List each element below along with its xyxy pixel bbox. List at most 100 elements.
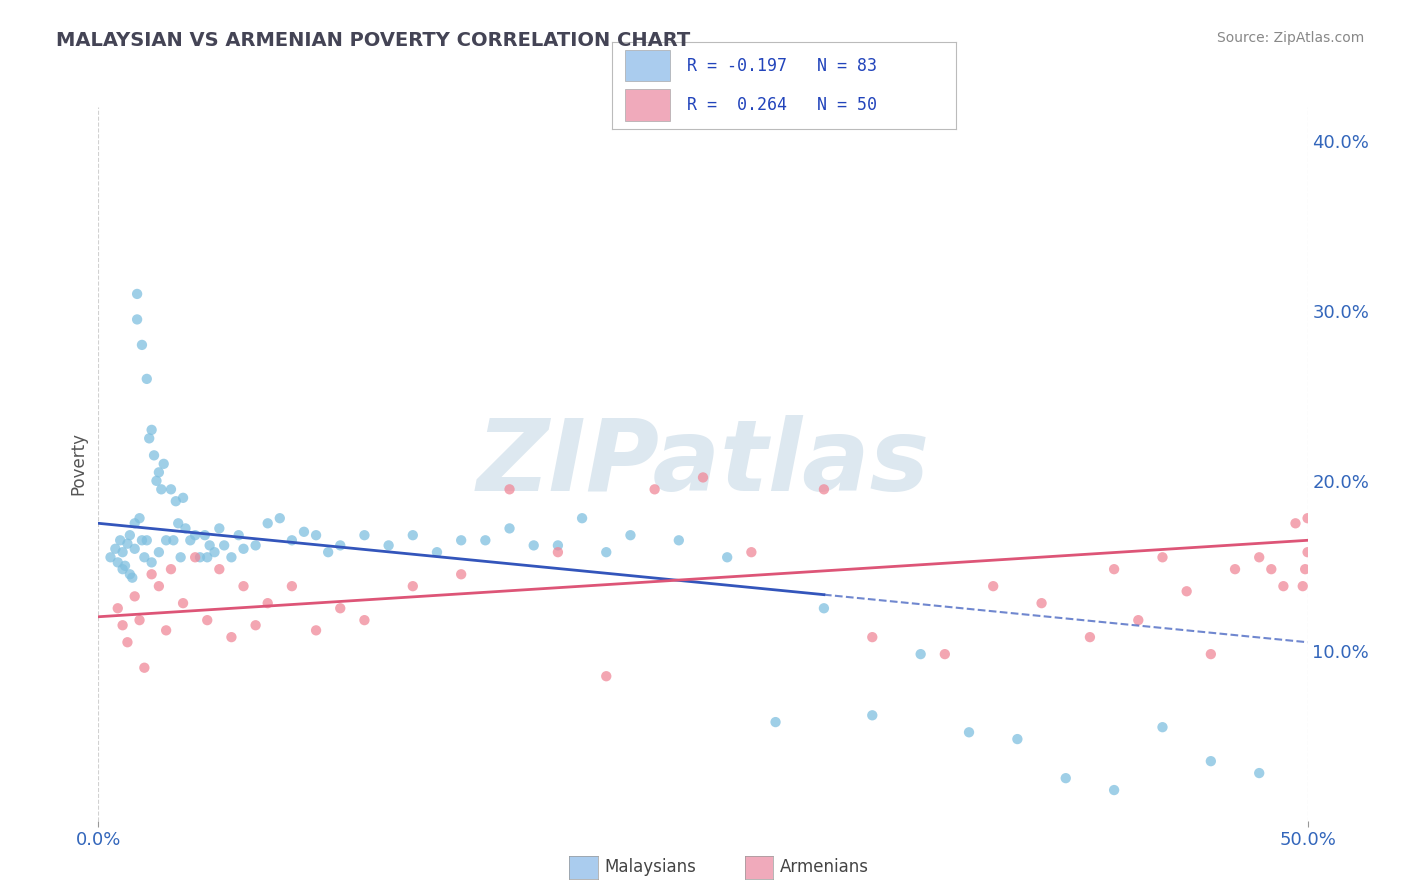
Point	[316, 545, 339, 559]
Point	[127, 312, 149, 326]
Point	[145, 474, 167, 488]
Point	[765, 715, 787, 730]
Point	[135, 372, 157, 386]
Point	[138, 431, 160, 445]
Point	[143, 448, 166, 462]
Point	[256, 596, 278, 610]
Point	[644, 483, 666, 497]
Point	[426, 545, 449, 559]
Point	[1007, 732, 1029, 747]
Point	[221, 550, 243, 565]
Point	[184, 550, 207, 565]
Point	[1078, 630, 1101, 644]
Point	[269, 511, 291, 525]
Point	[148, 466, 170, 480]
Point	[498, 483, 520, 497]
Point	[1223, 562, 1246, 576]
Point	[1031, 596, 1053, 610]
Point	[150, 483, 173, 497]
Point	[108, 533, 131, 548]
Point	[195, 550, 218, 565]
Point	[377, 538, 399, 552]
Point	[353, 613, 375, 627]
Point	[165, 494, 187, 508]
Point	[305, 528, 328, 542]
Point	[131, 338, 153, 352]
Point	[128, 613, 150, 627]
Point	[141, 423, 163, 437]
Point	[1249, 766, 1271, 780]
Point	[167, 516, 190, 531]
Point	[860, 708, 883, 723]
Point	[100, 550, 122, 565]
FancyBboxPatch shape	[626, 50, 671, 81]
Point	[571, 511, 593, 525]
Point	[152, 457, 174, 471]
Y-axis label: Poverty: Poverty	[69, 433, 87, 495]
Point	[228, 528, 250, 542]
Point	[118, 528, 141, 542]
Point	[107, 601, 129, 615]
Point	[329, 601, 352, 615]
Point	[188, 550, 211, 565]
Point	[1296, 545, 1319, 559]
Point	[1292, 579, 1315, 593]
Point	[1296, 511, 1319, 525]
Point	[910, 647, 932, 661]
Point	[813, 483, 835, 497]
Point	[1294, 562, 1316, 576]
Point	[281, 579, 304, 593]
Point	[104, 541, 127, 556]
Point	[1054, 771, 1077, 785]
Point	[232, 541, 254, 556]
Text: Source: ZipAtlas.com: Source: ZipAtlas.com	[1216, 31, 1364, 45]
Point	[450, 533, 472, 548]
Point	[1102, 562, 1125, 576]
Point	[117, 537, 139, 551]
Point	[179, 533, 201, 548]
Point	[212, 538, 235, 552]
Point	[1260, 562, 1282, 576]
Point	[127, 287, 149, 301]
Point	[281, 533, 304, 548]
Point	[160, 483, 183, 497]
Point	[860, 630, 883, 644]
Point	[1272, 579, 1295, 593]
Point	[1102, 783, 1125, 797]
Point	[692, 470, 714, 484]
Point	[1128, 613, 1150, 627]
Point	[1152, 720, 1174, 734]
Point	[1249, 550, 1271, 565]
Point	[117, 635, 139, 649]
Text: Armenians: Armenians	[780, 858, 869, 877]
Point	[353, 528, 375, 542]
Text: R = -0.197   N = 83: R = -0.197 N = 83	[688, 56, 877, 75]
Point	[128, 511, 150, 525]
Point	[174, 521, 197, 535]
Point	[194, 528, 217, 542]
Point	[111, 618, 134, 632]
Point	[595, 669, 617, 683]
Point	[716, 550, 738, 565]
Point	[107, 555, 129, 569]
Point	[134, 550, 156, 565]
Point	[523, 538, 546, 552]
Point	[198, 538, 221, 552]
Point	[474, 533, 496, 548]
Point	[118, 567, 141, 582]
Point	[547, 545, 569, 559]
Point	[305, 624, 328, 638]
Point	[981, 579, 1004, 593]
Text: R =  0.264   N = 50: R = 0.264 N = 50	[688, 95, 877, 114]
Point	[595, 545, 617, 559]
Point	[1152, 550, 1174, 565]
Point	[813, 601, 835, 615]
Point	[619, 528, 641, 542]
Point	[184, 528, 207, 542]
Point	[172, 491, 194, 505]
Point	[547, 538, 569, 552]
FancyBboxPatch shape	[626, 89, 671, 120]
Point	[155, 624, 177, 638]
Point	[208, 562, 231, 576]
Point	[1199, 647, 1222, 661]
